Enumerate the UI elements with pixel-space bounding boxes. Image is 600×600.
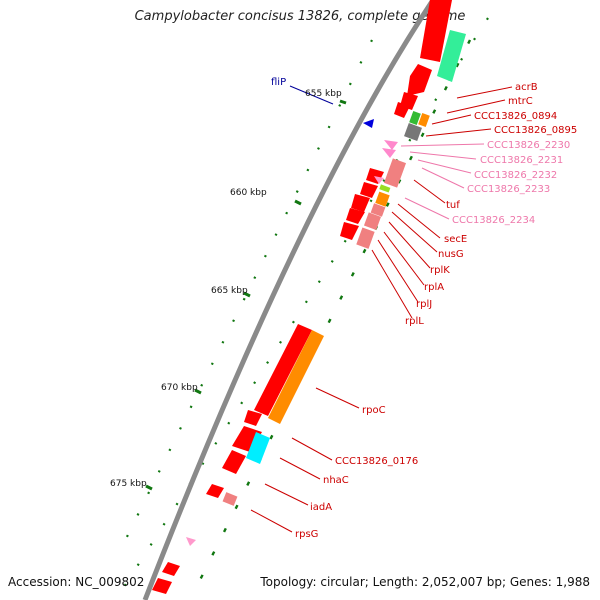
- gene-arrow-3: [394, 102, 410, 118]
- gene-0894-green: [409, 110, 421, 126]
- gene-pink-lower: [186, 537, 196, 546]
- map-title: Campylobacter concisus 13826, complete g…: [134, 9, 466, 24]
- gene-yellowgreen: [379, 184, 391, 193]
- gc-content-track-right: [198, 39, 472, 581]
- label-nusG[interactable]: nusG: [438, 249, 464, 260]
- tick-label-660: 660 kbp: [230, 188, 267, 198]
- genome-summary-text: Topology: circular; Length: 2,052,007 bp…: [260, 575, 590, 589]
- gene-red-a: [366, 168, 384, 184]
- gene-acrB-teal: [437, 30, 466, 82]
- gene-small-red-1: [244, 410, 262, 426]
- label-rplK[interactable]: rplK: [430, 265, 450, 276]
- gene-cyan: [246, 432, 270, 464]
- label-rplA[interactable]: rplA: [424, 282, 444, 293]
- gene-pink-1: [384, 140, 398, 150]
- gene-red-e: [340, 222, 359, 240]
- gene-red-f: [222, 450, 246, 474]
- gene-iadA-red: [206, 484, 224, 498]
- gene-pale-a: [370, 203, 386, 217]
- label-rpoC[interactable]: rpoC: [362, 405, 386, 416]
- gene-pale-b: [363, 212, 381, 230]
- gene-rpoC-red: [254, 324, 312, 416]
- gene-red-h: [152, 578, 172, 594]
- gene-labels: fliP acrB mtrC CCC13826_0894 CCC13826_08…: [271, 77, 577, 540]
- label-ccc2234[interactable]: CCC13826_2234: [452, 215, 535, 226]
- label-iadA[interactable]: iadA: [310, 502, 332, 513]
- gene-orange-mid: [375, 191, 390, 207]
- gene-pink-2: [382, 148, 396, 158]
- label-connectors: [250, 85, 513, 533]
- label-tuf[interactable]: tuf: [446, 200, 460, 211]
- gene-pale-d: [222, 492, 238, 506]
- label-ccc0895[interactable]: CCC13826_0895: [494, 125, 577, 136]
- gene-red-d: [346, 208, 365, 224]
- genome-backbone: [142, 0, 436, 600]
- label-ccc0894[interactable]: CCC13826_0894: [474, 111, 557, 122]
- gene-tuf-pale: [383, 158, 407, 188]
- gene-pink-small: [374, 176, 384, 184]
- gene-nhaC-red: [232, 426, 262, 452]
- gene-rpoC-orange: [268, 330, 324, 424]
- gene-blocks-lower: [152, 324, 324, 594]
- gc-skew-track-outer: [121, 17, 489, 591]
- gene-0895-gray: [404, 123, 422, 141]
- label-fliP[interactable]: fliP: [271, 77, 286, 88]
- label-acrB[interactable]: acrB: [515, 82, 538, 93]
- label-ccc0176[interactable]: CCC13826_0176: [335, 456, 418, 467]
- kbp-labels: 655 kbp 660 kbp 665 kbp 670 kbp 675 kbp: [110, 89, 342, 489]
- label-ccc2232[interactable]: CCC13826_2232: [474, 170, 557, 181]
- tick-label-675: 675 kbp: [110, 479, 147, 489]
- gene-fliP-blue: [363, 119, 374, 128]
- gene-red-b: [360, 182, 378, 198]
- label-mtrC[interactable]: mtrC: [508, 96, 533, 107]
- label-nhaC[interactable]: nhaC: [323, 475, 349, 486]
- label-ccc2231[interactable]: CCC13826_2231: [480, 155, 563, 166]
- gene-red-c: [351, 194, 370, 212]
- tick-label-670: 670 kbp: [161, 383, 198, 393]
- label-rpsG[interactable]: rpsG: [295, 529, 318, 540]
- gene-red-g: [162, 562, 180, 576]
- backbone-ticks: [145, 99, 347, 491]
- label-rplJ[interactable]: rplJ: [416, 299, 432, 310]
- tick-label-655: 655 kbp: [305, 89, 342, 99]
- gene-0894-orange: [418, 112, 430, 128]
- label-ccc2233[interactable]: CCC13826_2233: [467, 184, 550, 195]
- gene-blocks: [340, 0, 466, 249]
- gene-arrow-1: [407, 64, 432, 96]
- accession-text: Accession: NC_009802: [8, 575, 145, 589]
- tick-label-665: 665 kbp: [211, 286, 248, 296]
- gene-top-red: [420, 0, 452, 62]
- label-rplL[interactable]: rplL: [405, 316, 424, 327]
- gene-pale-c: [356, 227, 375, 249]
- label-ccc2230[interactable]: CCC13826_2230: [487, 140, 570, 151]
- label-secE[interactable]: secE: [444, 234, 467, 245]
